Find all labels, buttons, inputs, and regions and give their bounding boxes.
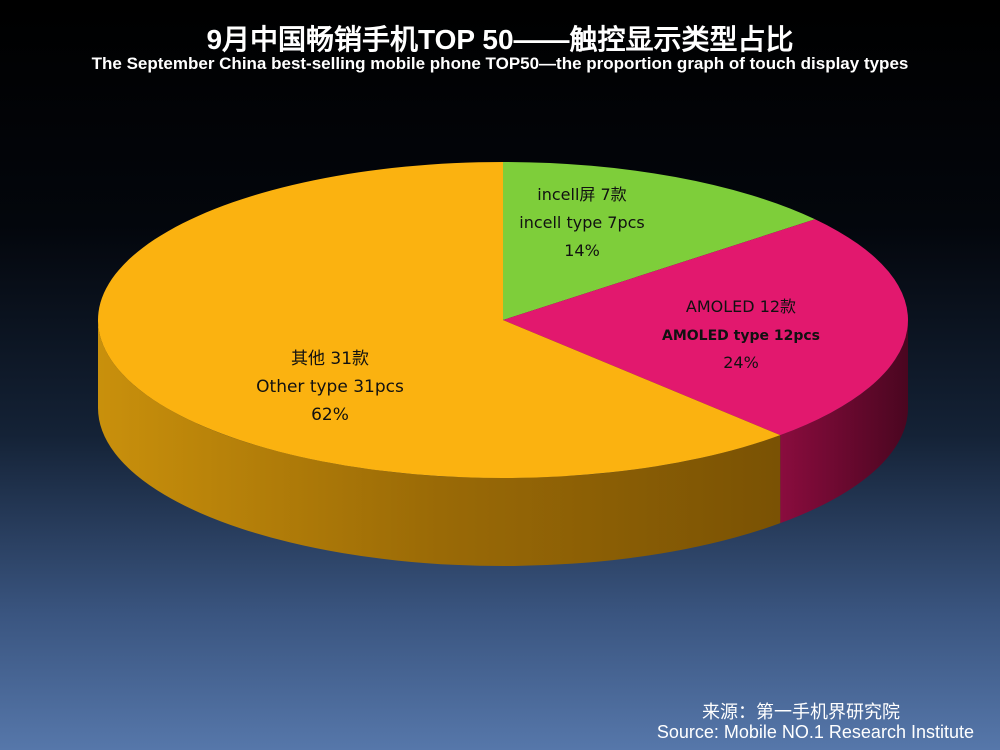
slice-label-amoled-line-2: AMOLED type 12pcs bbox=[662, 328, 820, 344]
slice-label-other-line-3: 62% bbox=[311, 405, 349, 425]
slice-label-incell-line-2: incell type 7pcs bbox=[519, 213, 645, 232]
pie-label-group: incell屏 7款 incell type 7pcs 14% AMOLED 12款 A… bbox=[256, 185, 820, 425]
source-zh: 来源：第一手机界研究院 bbox=[702, 702, 900, 722]
slice-label-incell-line-1: incell屏 7款 bbox=[537, 185, 626, 204]
pie-top-group bbox=[97, 162, 908, 478]
chart-title: 9月中国畅销手机TOP 50——触控显示类型占比 bbox=[206, 24, 794, 55]
source-en: Source: Mobile NO.1 Research Institute bbox=[656, 722, 974, 742]
pie-side-amoled bbox=[780, 320, 908, 524]
pie-slice-incell bbox=[503, 162, 816, 320]
slice-label-other-line-2: Other type 31pcs bbox=[256, 377, 404, 397]
pie-slice-other bbox=[97, 162, 781, 478]
slice-label-amoled-line-1: AMOLED 12款 bbox=[686, 297, 796, 316]
pie-slice-amoled bbox=[503, 219, 908, 436]
chart-subtitle: The September China best-selling mobile … bbox=[91, 54, 909, 73]
slice-label-other-line-1: 其他 31款 bbox=[291, 349, 369, 369]
pie-side-other bbox=[98, 320, 781, 567]
slice-label-amoled-line-3: 24% bbox=[723, 353, 759, 372]
pie-side-group bbox=[98, 320, 908, 567]
slice-label-incell-line-3: 14% bbox=[564, 241, 600, 260]
